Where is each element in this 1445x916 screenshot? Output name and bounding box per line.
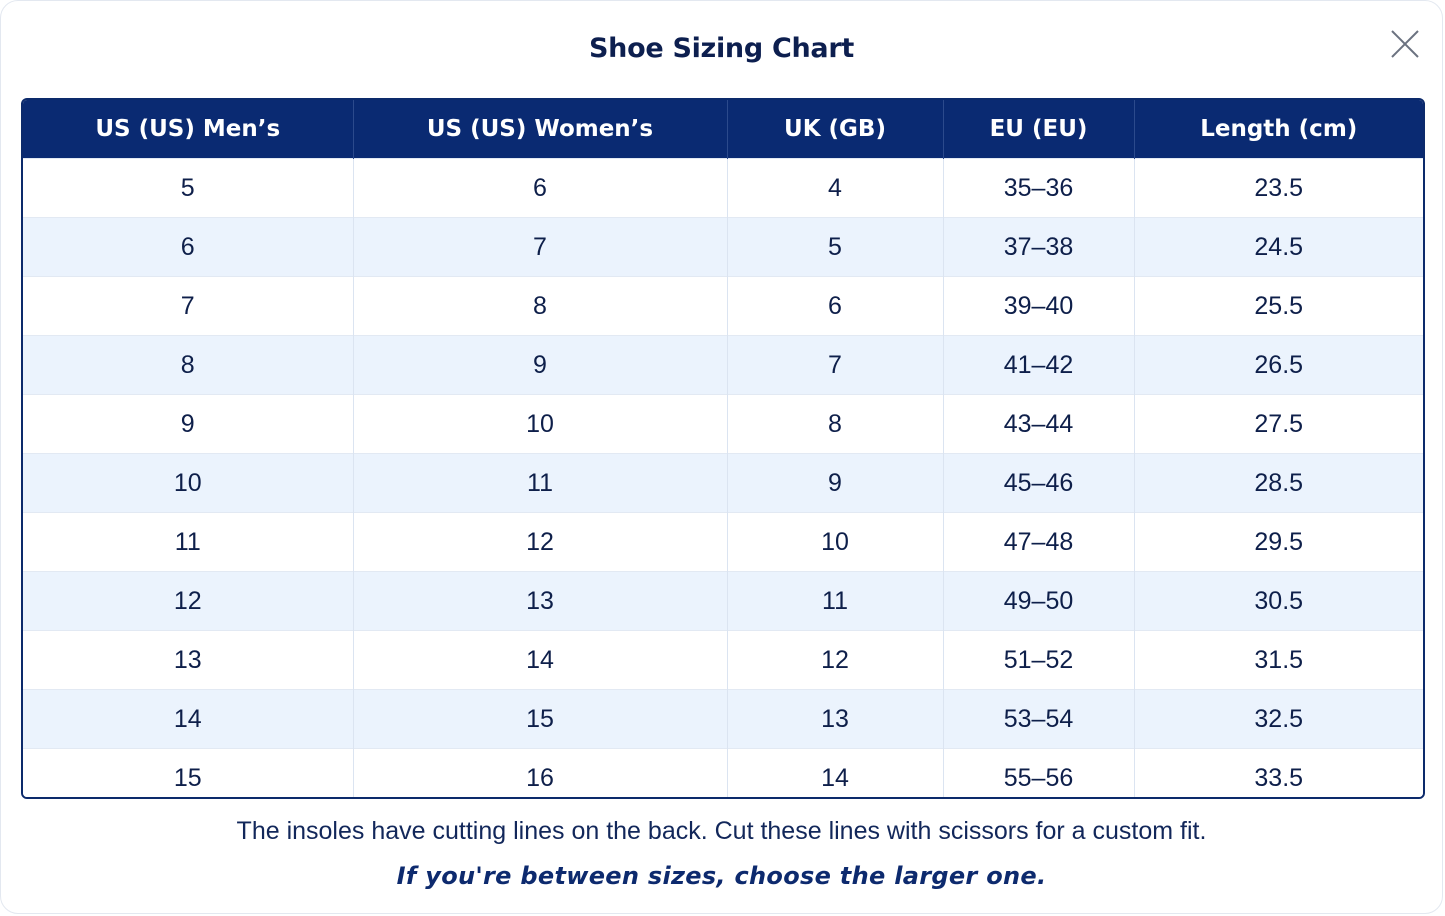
cell-length: 28.5 (1133, 453, 1423, 513)
close-button[interactable] (1388, 27, 1422, 61)
cell-us-womens: 11 (352, 453, 727, 513)
cell-us-mens: 14 (23, 689, 353, 749)
table-row: 5 6 4 35–36 23.5 (23, 158, 1423, 218)
table-row: 11 12 10 47–48 29.5 (23, 512, 1423, 572)
cell-length: 33.5 (1133, 748, 1423, 797)
header-us-womens: US (US) Women’s (352, 100, 727, 159)
cell-us-mens: 6 (23, 217, 353, 277)
size-table: US (US) Men’s US (US) Women’s UK (GB) EU… (23, 100, 1423, 797)
modal-title: Shoe Sizing Chart (589, 33, 854, 64)
cell-us-womens: 10 (352, 394, 727, 454)
cell-uk: 4 (726, 158, 943, 218)
cell-uk: 14 (726, 748, 943, 797)
table-row: 10 11 9 45–46 28.5 (23, 453, 1423, 513)
cell-us-mens: 11 (23, 512, 353, 572)
cell-us-womens: 16 (352, 748, 727, 797)
cell-us-womens: 9 (352, 335, 727, 395)
cell-us-mens: 9 (23, 394, 353, 454)
cell-uk: 8 (726, 394, 943, 454)
table-row: 6 7 5 37–38 24.5 (23, 217, 1423, 277)
cell-us-womens: 7 (352, 217, 727, 277)
cell-length: 25.5 (1133, 276, 1423, 336)
cell-us-womens: 15 (352, 689, 727, 749)
table-row: 7 8 6 39–40 25.5 (23, 276, 1423, 336)
cell-eu: 37–38 (942, 217, 1134, 277)
cell-eu: 51–52 (942, 630, 1134, 690)
cell-eu: 45–46 (942, 453, 1134, 513)
header-uk: UK (GB) (726, 100, 943, 159)
cell-eu: 41–42 (942, 335, 1134, 395)
cell-us-womens: 8 (352, 276, 727, 336)
header-length: Length (cm) (1133, 100, 1423, 159)
cell-us-mens: 12 (23, 571, 353, 631)
table-row: 12 13 11 49–50 30.5 (23, 571, 1423, 631)
table-row: 13 14 12 51–52 31.5 (23, 630, 1423, 690)
cell-eu: 49–50 (942, 571, 1134, 631)
table-header-row: US (US) Men’s US (US) Women’s UK (GB) EU… (23, 100, 1423, 159)
cell-uk: 7 (726, 335, 943, 395)
cell-uk: 9 (726, 453, 943, 513)
cell-length: 32.5 (1133, 689, 1423, 749)
cell-uk: 5 (726, 217, 943, 277)
size-table-container: US (US) Men’s US (US) Women’s UK (GB) EU… (21, 98, 1425, 799)
table-row: 8 9 7 41–42 26.5 (23, 335, 1423, 395)
cell-length: 27.5 (1133, 394, 1423, 454)
cell-us-mens: 10 (23, 453, 353, 513)
cell-us-mens: 13 (23, 630, 353, 690)
cell-uk: 11 (726, 571, 943, 631)
cell-eu: 55–56 (942, 748, 1134, 797)
cell-us-womens: 6 (352, 158, 727, 218)
cell-length: 26.5 (1133, 335, 1423, 395)
cell-us-mens: 5 (23, 158, 353, 218)
cell-eu: 35–36 (942, 158, 1134, 218)
cell-length: 29.5 (1133, 512, 1423, 572)
table-row: 15 16 14 55–56 33.5 (23, 748, 1423, 797)
close-icon (1391, 30, 1419, 58)
cell-us-womens: 14 (352, 630, 727, 690)
cell-uk: 13 (726, 689, 943, 749)
cell-eu: 43–44 (942, 394, 1134, 454)
cell-length: 31.5 (1133, 630, 1423, 690)
cell-us-mens: 8 (23, 335, 353, 395)
cell-uk: 12 (726, 630, 943, 690)
cell-length: 30.5 (1133, 571, 1423, 631)
cell-us-womens: 12 (352, 512, 727, 572)
cell-eu: 39–40 (942, 276, 1134, 336)
cell-eu: 53–54 (942, 689, 1134, 749)
cell-length: 24.5 (1133, 217, 1423, 277)
insole-note: The insoles have cutting lines on the ba… (236, 817, 1207, 845)
size-tip: If you're between sizes, choose the larg… (396, 862, 1047, 890)
cell-uk: 6 (726, 276, 943, 336)
cell-us-womens: 13 (352, 571, 727, 631)
table-row: 9 10 8 43–44 27.5 (23, 394, 1423, 454)
cell-us-mens: 15 (23, 748, 353, 797)
cell-eu: 47–48 (942, 512, 1134, 572)
cell-length: 23.5 (1133, 158, 1423, 218)
cell-uk: 10 (726, 512, 943, 572)
header-eu: EU (EU) (942, 100, 1134, 159)
table-row: 14 15 13 53–54 32.5 (23, 689, 1423, 749)
header-us-mens: US (US) Men’s (23, 100, 353, 159)
cell-us-mens: 7 (23, 276, 353, 336)
